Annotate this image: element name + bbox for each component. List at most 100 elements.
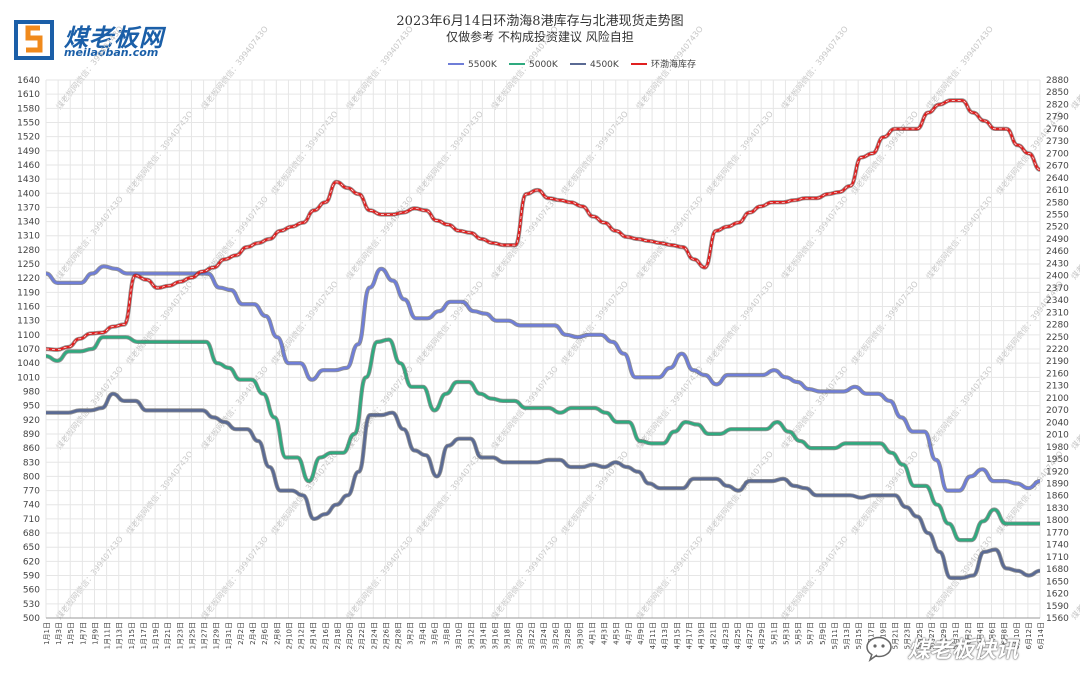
x-tick-label: 1月21日 [164, 622, 172, 649]
y-left-tick-label: 1280 [17, 246, 40, 256]
watermark-tile: 煤老板网微信：39940743O [1069, 534, 1080, 621]
x-tick-label: 1月17日 [140, 622, 148, 649]
y-left-tick-label: 1550 [17, 118, 40, 128]
x-tick-label: 2月8日 [273, 622, 281, 645]
y-right-tick-label: 2490 [1046, 235, 1069, 245]
y-left-tick-label: 710 [23, 515, 40, 525]
y-right-tick-label: 2640 [1046, 174, 1069, 184]
y-right-tick-label: 2310 [1046, 308, 1069, 318]
x-tick-label: 5月17日 [867, 622, 875, 649]
x-tick-label: 2月16日 [322, 622, 330, 649]
x-tick-label: 3月12日 [467, 622, 475, 649]
legend-label: 环渤海库存 [651, 58, 696, 70]
series-4500K [46, 391, 1041, 581]
watermark-tile: 煤老板网微信：39940743O [1069, 194, 1080, 281]
x-tick-label: 4月25日 [734, 622, 742, 649]
series-line [45, 265, 1041, 492]
y-right-tick-label: 2100 [1046, 394, 1069, 404]
x-tick-label: 3月16日 [492, 622, 500, 649]
y-right-tick-label: 2010 [1046, 431, 1069, 441]
chart-subtitle: 仅做参考 不构成投资建议 风险自担 [446, 30, 634, 44]
y-right-tick-label: 2370 [1046, 284, 1069, 294]
y-left-tick-label: 1160 [17, 303, 40, 313]
y-left-tick-label: 830 [23, 458, 40, 468]
x-tick-label: 3月18日 [504, 622, 512, 649]
x-tick-label: 4月9日 [637, 622, 645, 645]
x-tick-label: 1月27日 [201, 622, 209, 649]
x-tick-label: 1月29日 [213, 622, 221, 649]
y-left-tick-label: 980 [23, 387, 40, 397]
x-tick-label: 2月24日 [370, 622, 378, 649]
y-left-tick-label: 1460 [17, 161, 40, 171]
x-tick-label: 5月31日 [952, 622, 960, 649]
y-right-tick-label: 1890 [1046, 480, 1069, 490]
watermark-tile: 煤老板网微信：39940743O [199, 24, 270, 111]
y-right-tick-label: 1650 [1046, 577, 1069, 587]
y-right-tick-label: 2550 [1046, 211, 1069, 221]
y-left-tick-label: 1250 [17, 260, 40, 270]
y-left-tick-label: 860 [23, 444, 40, 454]
x-tick-label: 1月11日 [104, 622, 112, 649]
legend-label: 5000K [529, 60, 559, 70]
x-tick-label: 4月21日 [710, 622, 718, 649]
x-tick-label: 5月5日 [795, 622, 803, 645]
series-line [45, 335, 1040, 542]
series-环渤海库存 [45, 98, 1041, 352]
series-line-inner [45, 100, 1041, 351]
y-right-tick-label: 2520 [1046, 223, 1069, 233]
y-right-tick-label: 2220 [1046, 345, 1069, 355]
x-tick-label: 2月18日 [334, 622, 342, 649]
x-tick-label: 3月4日 [419, 622, 427, 645]
y-right-tick-label: 1860 [1046, 492, 1069, 502]
y-right-tick-label: 1770 [1046, 528, 1069, 538]
x-tick-label: 6月8日 [1001, 622, 1009, 645]
x-tick-label: 4月15日 [673, 622, 681, 649]
y-right-tick-label: 2250 [1046, 333, 1069, 343]
y-right-tick-label: 1620 [1046, 590, 1069, 600]
y-left-tick-label: 1070 [17, 345, 40, 355]
y-right-tick-label: 1590 [1046, 602, 1069, 612]
x-tick-label: 1月23日 [176, 622, 184, 649]
x-tick-label: 2月26日 [382, 622, 390, 649]
y-right-tick-label: 2610 [1046, 186, 1069, 196]
x-tick-label: 1月3日 [55, 622, 63, 645]
x-tick-label: 4月7日 [625, 622, 633, 645]
x-tick-label: 1月31日 [225, 622, 233, 649]
x-tick-label: 1月19日 [152, 622, 160, 649]
x-tick-label: 2月2日 [237, 622, 245, 645]
x-tick-label: 3月8日 [443, 622, 451, 645]
y-left-tick-label: 1610 [17, 90, 40, 100]
x-tick-label: 5月21日 [892, 622, 900, 649]
y-right-tick-label: 2160 [1046, 369, 1069, 379]
x-tick-label: 1月9日 [91, 622, 99, 645]
y-right-tick-label: 2730 [1046, 137, 1069, 147]
legend-label: 4500K [590, 60, 620, 70]
x-tick-label: 1月13日 [116, 622, 124, 649]
y-right-tick-label: 2700 [1046, 149, 1069, 159]
x-tick-label: 2月6日 [261, 622, 269, 645]
x-tick-label: 5月19日 [879, 622, 887, 649]
y-left-tick-label: 1640 [17, 76, 40, 86]
x-tick-label: 2月12日 [298, 622, 306, 649]
y-left-tick-label: 530 [23, 600, 40, 610]
watermark-tile: 煤老板网微信：39940743O [1069, 364, 1080, 451]
x-tick-label: 4月13日 [661, 622, 669, 649]
y-left-tick-label: 1040 [17, 359, 40, 369]
brand-logo: 煤老板网 meilaoban.com [12, 16, 202, 66]
y-left-tick-label: 1490 [17, 147, 40, 157]
y-right-tick-label: 2070 [1046, 406, 1069, 416]
y-right-tick-label: 2670 [1046, 162, 1069, 172]
watermark-brand: 煤老板快讯 [866, 632, 1066, 668]
y-left-tick-label: 590 [23, 572, 40, 582]
legend: 5500K 5000K 4500K 环渤海库存 [448, 58, 696, 70]
watermark-tile: 煤老板网微信：39940743O [924, 24, 995, 111]
y-left-tick-label: 950 [23, 402, 40, 412]
x-tick-label: 2月14日 [310, 622, 318, 649]
y-left-tick-label: 680 [23, 529, 40, 539]
x-tick-label: 2月4日 [249, 622, 257, 645]
watermark-tile: 煤老板网微信：39940743O [344, 24, 415, 111]
y-left-tick-label: 1400 [17, 189, 40, 199]
x-tick-label: 3月24日 [540, 622, 548, 649]
y-right-tick-label: 1950 [1046, 455, 1069, 465]
